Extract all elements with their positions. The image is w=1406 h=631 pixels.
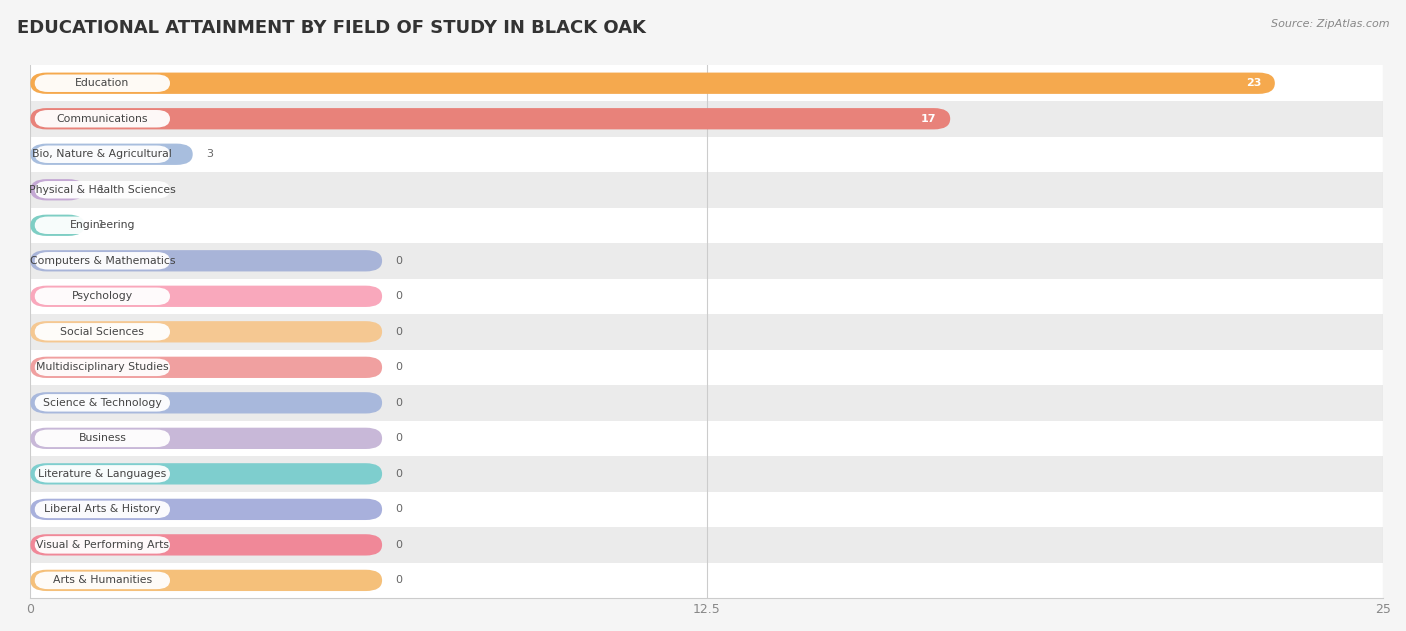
FancyBboxPatch shape	[31, 534, 382, 555]
Text: Business: Business	[79, 433, 127, 444]
FancyBboxPatch shape	[31, 357, 382, 378]
FancyBboxPatch shape	[31, 179, 84, 201]
FancyBboxPatch shape	[35, 465, 170, 483]
Text: Education: Education	[76, 78, 129, 88]
Text: Computers & Mathematics: Computers & Mathematics	[30, 256, 176, 266]
Text: 1: 1	[98, 185, 105, 195]
Text: 17: 17	[921, 114, 936, 124]
Text: Multidisciplinary Studies: Multidisciplinary Studies	[37, 362, 169, 372]
Text: Literature & Languages: Literature & Languages	[38, 469, 166, 479]
FancyBboxPatch shape	[31, 498, 382, 520]
Text: 0: 0	[395, 575, 402, 586]
FancyBboxPatch shape	[35, 252, 170, 269]
Text: 0: 0	[395, 433, 402, 444]
FancyBboxPatch shape	[35, 181, 170, 199]
FancyBboxPatch shape	[35, 394, 170, 411]
Text: EDUCATIONAL ATTAINMENT BY FIELD OF STUDY IN BLACK OAK: EDUCATIONAL ATTAINMENT BY FIELD OF STUDY…	[17, 19, 645, 37]
Bar	[31, 243, 1384, 278]
Bar	[31, 101, 1384, 136]
Bar	[31, 563, 1384, 598]
Text: Liberal Arts & History: Liberal Arts & History	[44, 504, 160, 514]
Text: Psychology: Psychology	[72, 292, 134, 301]
Text: Bio, Nature & Agricultural: Bio, Nature & Agricultural	[32, 150, 173, 159]
Bar	[31, 350, 1384, 385]
Text: 3: 3	[207, 150, 214, 159]
Text: 0: 0	[395, 327, 402, 337]
FancyBboxPatch shape	[35, 500, 170, 518]
Text: Social Sciences: Social Sciences	[60, 327, 145, 337]
FancyBboxPatch shape	[31, 428, 382, 449]
Bar	[31, 208, 1384, 243]
FancyBboxPatch shape	[31, 321, 382, 343]
Text: 0: 0	[395, 362, 402, 372]
FancyBboxPatch shape	[35, 74, 170, 92]
Text: Engineering: Engineering	[70, 220, 135, 230]
FancyBboxPatch shape	[31, 286, 382, 307]
FancyBboxPatch shape	[31, 108, 950, 129]
FancyBboxPatch shape	[35, 323, 170, 341]
Text: 1: 1	[98, 220, 105, 230]
FancyBboxPatch shape	[31, 250, 382, 271]
Text: Science & Technology: Science & Technology	[44, 398, 162, 408]
Bar	[31, 456, 1384, 492]
FancyBboxPatch shape	[31, 392, 382, 413]
Bar	[31, 421, 1384, 456]
FancyBboxPatch shape	[31, 215, 84, 236]
Text: 0: 0	[395, 469, 402, 479]
FancyBboxPatch shape	[35, 146, 170, 163]
FancyBboxPatch shape	[35, 288, 170, 305]
Text: Communications: Communications	[56, 114, 148, 124]
FancyBboxPatch shape	[35, 572, 170, 589]
Text: Source: ZipAtlas.com: Source: ZipAtlas.com	[1271, 19, 1389, 29]
FancyBboxPatch shape	[35, 216, 170, 234]
FancyBboxPatch shape	[31, 144, 193, 165]
Bar	[31, 385, 1384, 421]
Text: 0: 0	[395, 256, 402, 266]
FancyBboxPatch shape	[35, 358, 170, 376]
FancyBboxPatch shape	[31, 570, 382, 591]
FancyBboxPatch shape	[31, 73, 1275, 94]
Text: 0: 0	[395, 540, 402, 550]
Text: 0: 0	[395, 504, 402, 514]
FancyBboxPatch shape	[31, 463, 382, 485]
FancyBboxPatch shape	[35, 110, 170, 127]
Bar	[31, 136, 1384, 172]
Bar	[31, 314, 1384, 350]
Text: Arts & Humanities: Arts & Humanities	[53, 575, 152, 586]
Text: 0: 0	[395, 398, 402, 408]
Bar	[31, 172, 1384, 208]
Text: 23: 23	[1246, 78, 1261, 88]
Text: Visual & Performing Arts: Visual & Performing Arts	[37, 540, 169, 550]
Bar	[31, 492, 1384, 527]
Bar	[31, 278, 1384, 314]
Text: 0: 0	[395, 292, 402, 301]
Bar	[31, 527, 1384, 563]
Bar	[31, 66, 1384, 101]
FancyBboxPatch shape	[35, 430, 170, 447]
FancyBboxPatch shape	[35, 536, 170, 553]
Text: Physical & Health Sciences: Physical & Health Sciences	[30, 185, 176, 195]
